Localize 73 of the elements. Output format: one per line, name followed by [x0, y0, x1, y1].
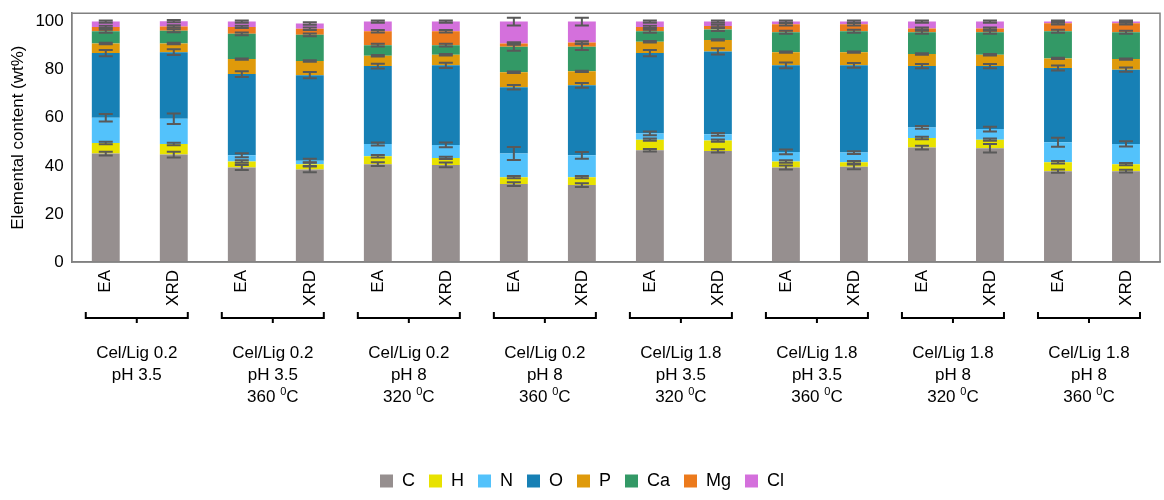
bar [703, 150, 732, 262]
bar [431, 65, 460, 145]
bar [1044, 68, 1072, 143]
x-tick-label: EA [1047, 269, 1067, 293]
bar [91, 117, 120, 144]
x-tick-label: XRD [707, 270, 727, 306]
bar [1112, 32, 1140, 60]
bar [159, 52, 188, 119]
y-tick-label: 60 [44, 107, 64, 127]
x-tick-label: XRD [163, 270, 183, 306]
bar [431, 164, 460, 262]
x-tick-label: EA [639, 269, 659, 293]
y-tick-label: 100 [35, 11, 64, 31]
x-tick-label: EA [503, 269, 523, 293]
bar [295, 34, 324, 62]
bar [363, 164, 392, 262]
y-tick-label: 40 [44, 155, 64, 175]
text: Cel/Lig 0.2 pH 3.5 [96, 343, 178, 384]
legend-label: C [401, 469, 415, 490]
bar [1112, 171, 1140, 262]
y-tick-label: 20 [44, 203, 64, 223]
bar [771, 65, 800, 152]
legend-label: O [548, 469, 563, 490]
bar [635, 53, 664, 134]
legend-label: H [450, 469, 464, 490]
x-tick-label: XRD [843, 270, 863, 306]
bar [499, 46, 528, 73]
x-tick-label: EA [95, 269, 115, 293]
bar [839, 65, 868, 153]
bar [567, 185, 596, 262]
bar [227, 74, 256, 156]
bar [1044, 31, 1072, 59]
legend-label: N [499, 469, 513, 490]
x-tick-label: EA [367, 269, 387, 293]
x-tick-label: EA [775, 269, 795, 293]
bar [159, 118, 188, 144]
bar [839, 166, 868, 262]
x-tick-label: XRD [979, 270, 999, 306]
bar [1044, 171, 1072, 262]
x-tick-label: XRD [1115, 270, 1135, 306]
y-tick-label: 0 [54, 251, 64, 271]
bar [771, 167, 800, 262]
legend-label: Ca [647, 469, 671, 490]
bar [567, 46, 596, 72]
x-tick-label: XRD [571, 270, 591, 306]
x-tick-label: EA [911, 269, 931, 293]
bar [976, 66, 1004, 130]
bar [363, 66, 392, 144]
bar [1112, 69, 1140, 144]
y-tick-label: 80 [44, 59, 64, 79]
bar [295, 169, 324, 262]
legend-label: P [598, 469, 612, 490]
bar [567, 85, 596, 156]
x-tick-label: XRD [299, 270, 319, 306]
legend-label: Mg [706, 469, 732, 490]
bar [295, 75, 324, 161]
bar [91, 53, 120, 118]
x-tick-label: XRD [435, 270, 455, 306]
bar [499, 87, 528, 154]
bar [908, 66, 936, 128]
bar [227, 167, 256, 262]
legend-label: Cl [767, 469, 785, 490]
bar [227, 33, 256, 60]
bar [91, 153, 120, 262]
y-axis-title: Elemental content (wt%) [7, 45, 27, 230]
x-tick-label: EA [231, 269, 251, 293]
bar [635, 150, 664, 262]
bar [976, 148, 1004, 262]
bar [499, 184, 528, 262]
bar [703, 51, 732, 135]
bar [839, 31, 868, 53]
bar [159, 154, 188, 262]
bar [908, 147, 936, 262]
